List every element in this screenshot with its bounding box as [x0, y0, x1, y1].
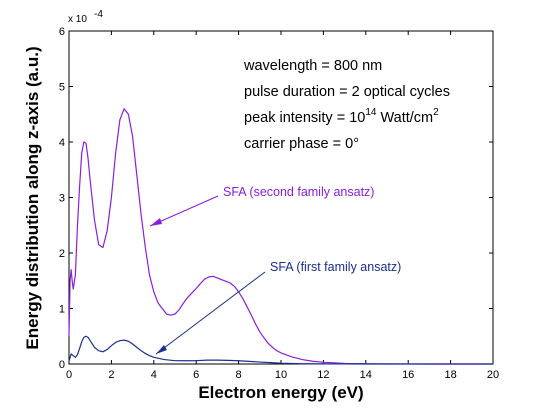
x-tick-label: 12: [317, 369, 329, 381]
x-tick-label: 14: [360, 369, 372, 381]
arrowhead-first-family: [156, 345, 167, 354]
y-axis-ticks: 0 1 2 3 4 5 6: [59, 26, 493, 371]
y-tick-label: 6: [59, 26, 65, 38]
x-tick-label: 0: [66, 369, 72, 381]
y-tick-label: 3: [59, 193, 65, 205]
intensity-unit-exponent: 2: [433, 107, 439, 118]
x-tick-label: 4: [151, 369, 157, 381]
arrow-first-family: [155, 271, 266, 355]
y-tick-label: 5: [59, 82, 65, 94]
x-tick-label: 2: [108, 369, 114, 381]
series-label-second-family: SFA (second family ansatz): [223, 185, 374, 199]
annotation-pulse: pulse duration = 2 optical cycles: [244, 84, 450, 100]
series-label-first-family: SFA (first family ansatz): [270, 260, 401, 274]
y-exponent-base: x 10: [68, 14, 87, 25]
arrowhead-second-family: [150, 218, 162, 226]
y-tick-label: 0: [59, 359, 65, 371]
x-tick-label: 20: [487, 369, 499, 381]
x-tick-label: 6: [193, 369, 199, 381]
annotation-phase: carrier phase = 0°: [244, 136, 359, 152]
annotation-intensity: peak intensity = 1014 Watt/cm2: [244, 107, 439, 126]
series-line-first-family: [68, 335, 493, 365]
x-tick-label: 10: [275, 369, 287, 381]
x-axis-label: Electron energy (eV): [198, 383, 363, 402]
series-line-second-family: [68, 108, 493, 365]
x-tick-label: 16: [402, 369, 414, 381]
series-lines: [68, 108, 493, 365]
y-tick-label: 2: [59, 248, 65, 260]
y-tick-label: 4: [59, 137, 65, 149]
intensity-prefix: peak intensity = 10: [244, 110, 365, 126]
intensity-exponent: 14: [365, 107, 377, 118]
x-axis-ticks: 0 2 4 6 8 10 12 14 16 18 20: [66, 31, 499, 381]
y-axis-label: Energy distribution along z-axis (a.u.): [23, 46, 42, 349]
x-tick-label: 8: [236, 369, 242, 381]
y-exponent-power: -4: [94, 9, 103, 20]
x-tick-label: 18: [444, 369, 456, 381]
annotation-wavelength: wavelength = 800 nm: [243, 58, 382, 74]
arrow-second-family: [149, 195, 219, 227]
y-tick-label: 1: [59, 304, 65, 316]
intensity-unit: Watt/cm: [376, 110, 433, 126]
